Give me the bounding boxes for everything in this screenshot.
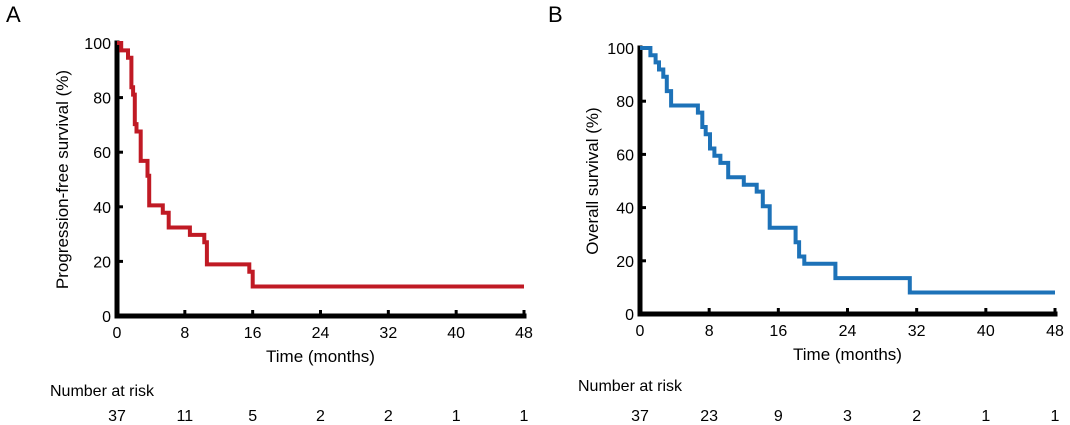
panel-letter-b: B (548, 2, 563, 27)
risk-value-a: 1 (452, 408, 461, 425)
x-tick-label-a: 24 (312, 325, 330, 342)
x-tick-label-b: 40 (977, 323, 995, 340)
survival-curve-b (640, 46, 1055, 295)
y-tick-label-a: 80 (93, 91, 111, 108)
x-tick-label-a: 32 (379, 325, 397, 342)
y-tick-label-b: 0 (625, 307, 634, 324)
x-tick-label-a: 8 (180, 325, 189, 342)
x-tick-label-b: 8 (705, 323, 714, 340)
risk-value-b: 2 (912, 408, 921, 425)
y-axis-title-b: Overall survival (%) (583, 107, 602, 254)
x-tick-label-b: 0 (636, 323, 645, 340)
y-tick-label-b: 40 (616, 201, 634, 218)
risk-value-b: 9 (774, 408, 783, 425)
x-tick-label-b: 16 (769, 323, 787, 340)
x-axis-title-b: Time (months) (793, 345, 902, 364)
risk-table-title-a: Number at risk (50, 383, 155, 400)
y-tick-label-b: 80 (616, 94, 634, 111)
x-tick-label-a: 48 (515, 325, 533, 342)
risk-value-a: 11 (177, 408, 194, 425)
y-tick-label-b: 100 (607, 41, 634, 58)
risk-value-a: 5 (248, 408, 257, 425)
risk-value-a: 2 (316, 408, 325, 425)
risk-value-b: 1 (1051, 408, 1060, 425)
y-tick-label-a: 60 (93, 145, 111, 162)
risk-value-b: 3 (843, 408, 852, 425)
risk-value-b: 23 (700, 408, 718, 425)
x-tick-label-b: 48 (1046, 323, 1064, 340)
y-tick-label-a: 40 (93, 200, 111, 217)
x-tick-label-a: 16 (244, 325, 262, 342)
y-axis-title-a: Progression-free survival (%) (53, 70, 72, 289)
y-tick-label-b: 60 (616, 147, 634, 164)
x-tick-label-a: 40 (447, 325, 465, 342)
x-axis-title-a: Time (months) (266, 347, 375, 366)
risk-value-b: 37 (631, 408, 649, 425)
risk-value-b: 1 (981, 408, 990, 425)
risk-value-a: 37 (108, 408, 126, 425)
x-tick-label-b: 32 (908, 323, 926, 340)
risk-value-a: 1 (520, 408, 529, 425)
risk-table-title-b: Number at risk (578, 378, 683, 395)
y-tick-label-a: 100 (84, 36, 111, 53)
y-tick-label-a: 20 (93, 254, 111, 271)
survival-curve-a (117, 41, 524, 289)
panel-letter-a: A (6, 2, 21, 27)
risk-value-a: 2 (384, 408, 393, 425)
y-tick-label-a: 0 (102, 309, 111, 326)
x-tick-label-b: 24 (839, 323, 857, 340)
x-tick-label-a: 0 (113, 325, 122, 342)
y-tick-label-b: 20 (616, 254, 634, 271)
